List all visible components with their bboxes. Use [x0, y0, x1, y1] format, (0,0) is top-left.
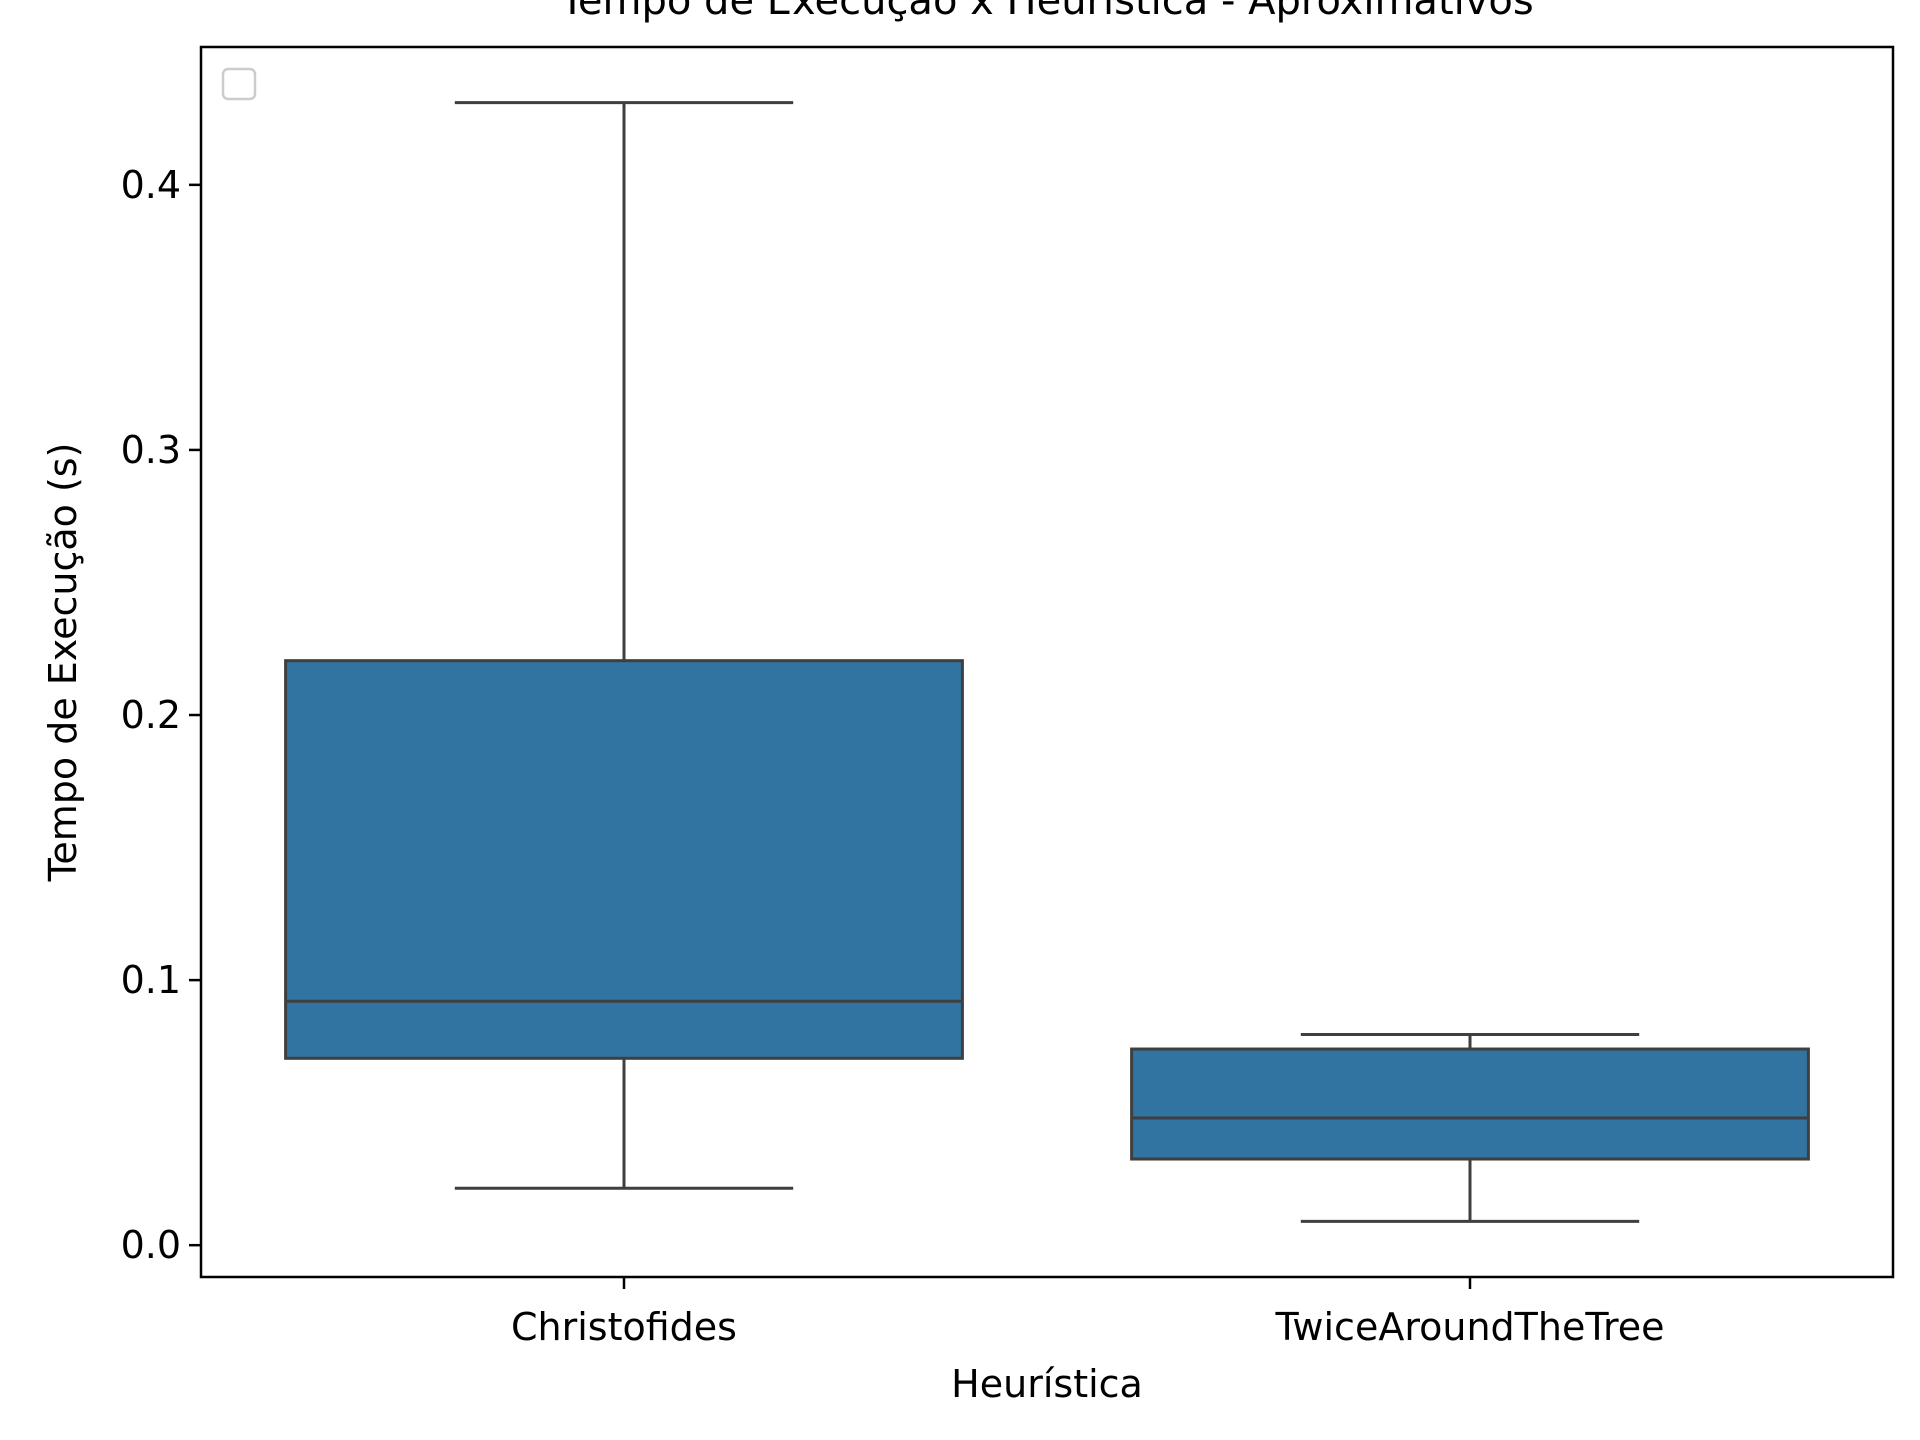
y-axis: 0.0 0.1 0.2 0.3 0.4	[121, 163, 201, 1267]
x-axis: Christofides TwiceAroundTheTree	[511, 1277, 1665, 1349]
legend-box	[221, 67, 257, 101]
box-christofides	[284, 101, 964, 1190]
x-axis-label: Heurística	[951, 1362, 1143, 1406]
x-tick-label: TwiceAroundTheTree	[1275, 1305, 1665, 1349]
y-tick-label: 0.2	[121, 693, 181, 737]
y-axis-label: Tempo de Execução (s)	[41, 443, 85, 883]
y-tick-label: 0.1	[121, 958, 181, 1002]
plot-frame	[199, 45, 1895, 1279]
y-tick-label: 0.0	[121, 1223, 181, 1267]
interquartile-box	[284, 659, 964, 1060]
x-tick-label: Christofides	[511, 1305, 737, 1349]
interquartile-box	[1130, 1047, 1810, 1161]
y-tick-label: 0.3	[121, 428, 181, 472]
y-tick-label: 0.4	[121, 163, 181, 207]
box-twicearoundthetree	[1130, 1032, 1810, 1223]
plot-area	[199, 45, 1895, 1279]
box-series	[284, 101, 1810, 1223]
chart-title: Tempo de Execução x Heurística - Aproxim…	[559, 0, 1533, 24]
